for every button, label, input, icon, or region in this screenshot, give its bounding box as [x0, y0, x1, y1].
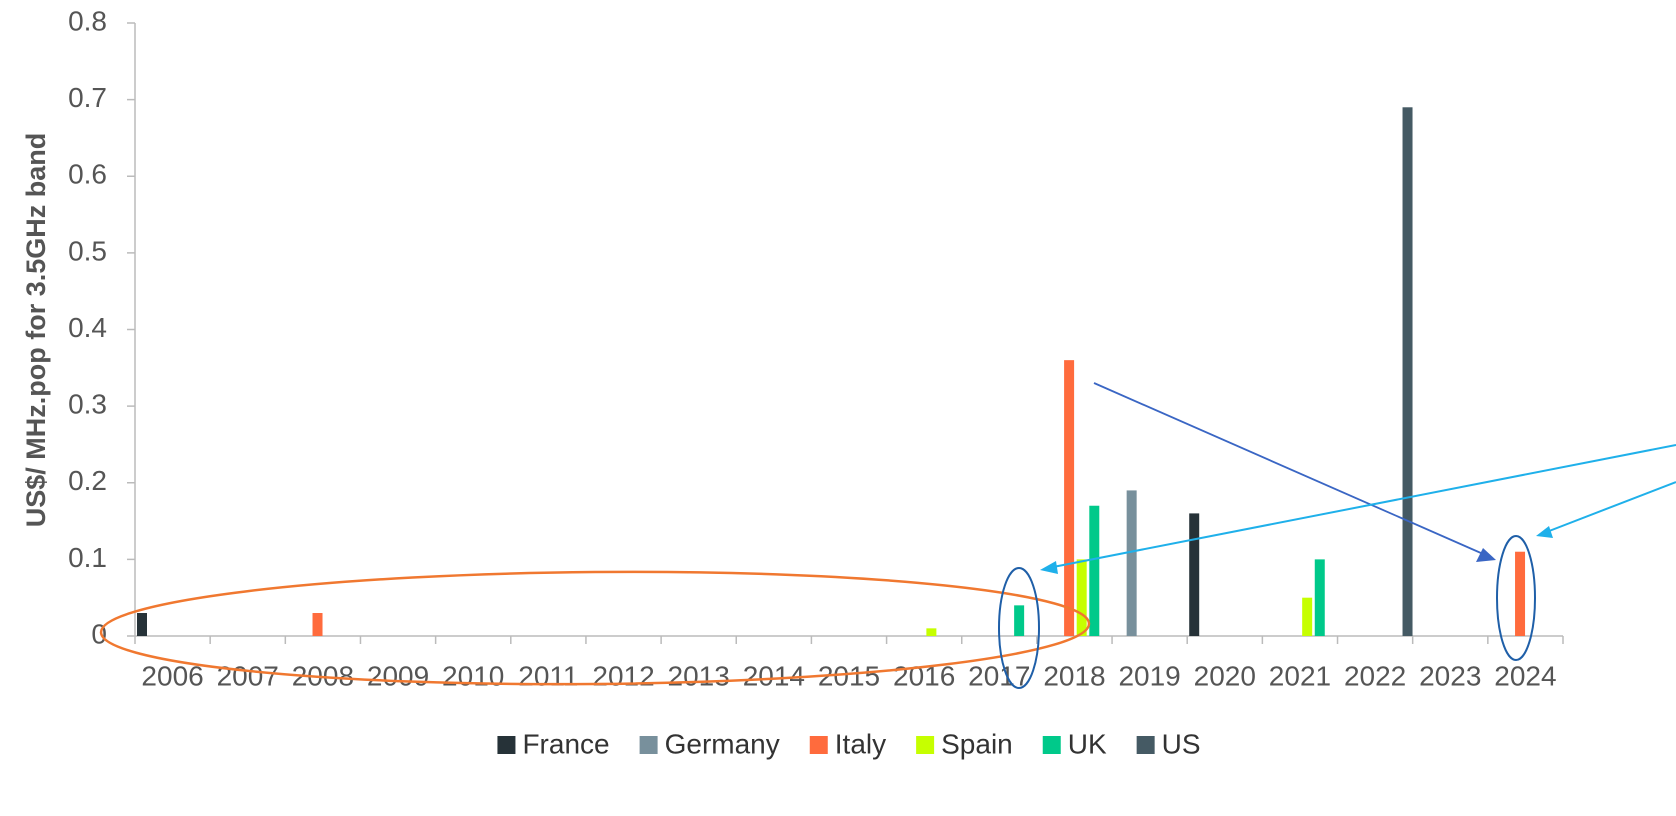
- y-tick-label: 0.8: [68, 5, 107, 36]
- x-tick-label: 2019: [1118, 660, 1180, 691]
- bar: [137, 613, 147, 636]
- legend-swatch: [809, 736, 828, 754]
- x-tick-label: 2017: [968, 660, 1030, 691]
- legend-label: UK: [1068, 728, 1107, 759]
- legend-label: US: [1162, 728, 1201, 759]
- legend-label: France: [522, 728, 609, 759]
- legend-swatch: [1136, 736, 1155, 754]
- y-tick-label: 0.4: [68, 312, 107, 343]
- bar: [1314, 559, 1325, 636]
- x-tick-label: 2010: [442, 660, 504, 691]
- x-tick-label: 2012: [592, 660, 654, 691]
- bar: [1302, 597, 1313, 636]
- y-tick-label: 0.2: [68, 465, 107, 496]
- bar: [1089, 505, 1100, 636]
- x-tick-label: 2006: [141, 660, 203, 691]
- y-axis-label: US$/ MHz.pop for 3.5GHz band: [21, 133, 51, 528]
- highlight-ellipse: [998, 567, 1040, 689]
- legend-label: Germany: [665, 728, 780, 759]
- x-tick-label: 2007: [217, 660, 279, 691]
- bar: [926, 628, 937, 636]
- x-tick-label: 2023: [1419, 660, 1481, 691]
- arrowhead: [1040, 561, 1058, 574]
- legend-label: Spain: [941, 728, 1013, 759]
- bar: [1126, 490, 1137, 636]
- arrowhead: [1476, 548, 1496, 562]
- y-tick-label: 0.5: [68, 235, 107, 266]
- y-tick-label: 0.6: [68, 159, 107, 190]
- arrow: [1047, 444, 1676, 569]
- legend-swatch: [497, 736, 516, 754]
- x-tick-label: 2024: [1494, 660, 1556, 691]
- highlight-ellipse: [99, 570, 1091, 686]
- y-tick-label: 0.1: [68, 542, 107, 573]
- y-tick-label: 0.7: [68, 82, 107, 113]
- x-tick-label: 2018: [1043, 660, 1105, 691]
- legend: France Germany Italy Spain UK US: [497, 728, 1201, 759]
- x-tick-label: 2020: [1194, 660, 1256, 691]
- bar: [1014, 605, 1025, 636]
- bar: [1515, 551, 1526, 636]
- bar: [1064, 360, 1075, 636]
- bar: [312, 613, 323, 636]
- x-tick-label: 2011: [518, 660, 578, 691]
- bar: [1076, 559, 1087, 636]
- bar: [1402, 107, 1413, 637]
- bar: [1189, 513, 1200, 636]
- arrowhead: [1536, 526, 1553, 538]
- y-tick-label: 0.3: [68, 389, 107, 420]
- annotations: [99, 382, 1676, 689]
- arrow: [1543, 481, 1676, 534]
- legend-swatch: [639, 736, 658, 754]
- arrow: [1093, 382, 1491, 558]
- x-tick-label: 2013: [668, 660, 730, 691]
- legend-swatch: [1042, 736, 1061, 754]
- x-tick-label: 2009: [367, 660, 429, 691]
- x-tick-label: 2014: [743, 660, 805, 691]
- x-tick-label: 2022: [1344, 660, 1406, 691]
- legend-label: Italy: [835, 728, 886, 759]
- highlight-ellipse: [1496, 535, 1536, 661]
- y-tick-label: 0: [91, 618, 107, 649]
- x-tick-label: 2021: [1269, 660, 1331, 691]
- legend-swatch: [916, 736, 935, 754]
